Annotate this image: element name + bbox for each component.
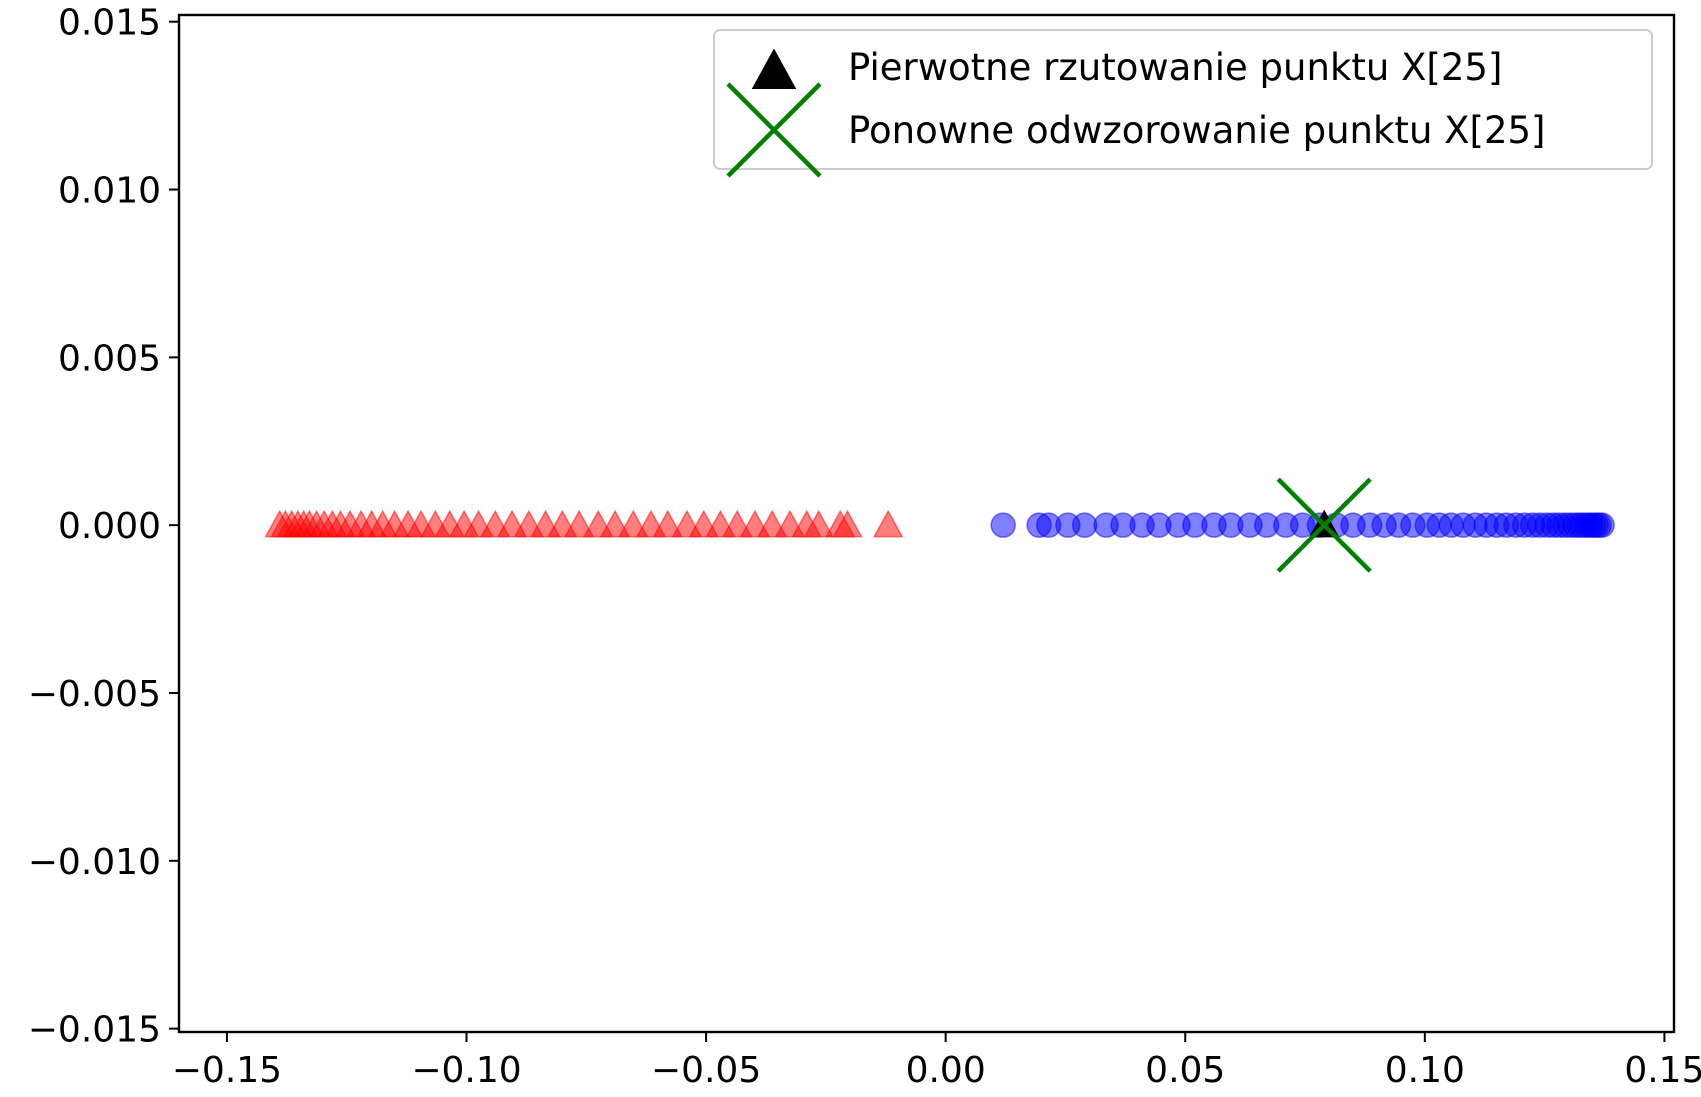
legend-label: Pierwotne rzutowanie punktu X[25] <box>848 46 1502 89</box>
series-3 <box>1276 477 1372 573</box>
x-tick-label: 0.15 <box>1624 1050 1701 1091</box>
y-tick-label: 0.005 <box>58 338 161 379</box>
legend-box <box>713 29 1653 170</box>
series-0-point-43 <box>872 509 904 538</box>
x-tick-label: 0.00 <box>906 1050 986 1091</box>
y-tick-label: 0.010 <box>58 171 161 212</box>
legend-entry: Ponowne odwzorowanie punktu X[25] <box>726 82 1545 178</box>
legend-marker <box>726 82 822 178</box>
legend-marker <box>751 48 797 89</box>
series-0-point-42 <box>832 509 863 538</box>
series-0 <box>264 509 904 538</box>
y-tick-label: −0.010 <box>28 842 161 883</box>
plot-frame <box>177 13 1676 1034</box>
y-tick-label: −0.015 <box>28 1010 161 1051</box>
x-tick-label: −0.05 <box>651 1050 761 1091</box>
series-0-point-31 <box>652 509 684 538</box>
y-tick-label: 0.015 <box>58 3 161 44</box>
series-1-point-4 <box>1071 512 1098 538</box>
series-1 <box>990 512 1615 538</box>
x-tick-label: 0.10 <box>1385 1050 1465 1091</box>
series-3-point-0 <box>1276 477 1372 573</box>
legend-items: Pierwotne rzutowanie punktu X[25] Ponowne… <box>726 46 1545 178</box>
axis-ticks: −0.15 −0.10 −0.05 0.00 0.05 0.10 0.15 0.015 0.01… <box>28 3 1701 1091</box>
x-tick-label: −0.15 <box>172 1050 282 1091</box>
series-1-point-0 <box>990 512 1016 538</box>
data-marks <box>264 477 1615 573</box>
x-tick-label: 0.05 <box>1145 1050 1225 1091</box>
y-tick-label: −0.005 <box>28 674 161 715</box>
y-tick-label: 0.000 <box>58 506 161 547</box>
series-0-point-26 <box>563 509 595 538</box>
legend: Pierwotne rzutowanie punktu X[25] Ponowne… <box>713 29 1653 178</box>
series-1-point-49 <box>1589 512 1615 538</box>
series-0-point-40 <box>803 509 834 538</box>
legend-entry: Pierwotne rzutowanie punktu X[25] <box>751 46 1502 89</box>
legend-label: Ponowne odwzorowanie punktu X[25] <box>848 109 1545 152</box>
x-tick-label: −0.10 <box>411 1050 521 1091</box>
